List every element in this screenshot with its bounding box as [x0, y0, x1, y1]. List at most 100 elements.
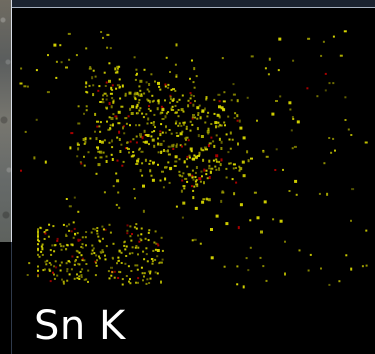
map-dot	[203, 168, 206, 172]
map-dot	[134, 78, 137, 81]
map-dot	[194, 176, 197, 179]
map-dot	[120, 251, 123, 254]
map-dot	[154, 271, 157, 274]
map-dot	[190, 150, 193, 153]
map-dot	[142, 279, 144, 282]
map-dot	[332, 137, 335, 140]
map-dot	[160, 236, 163, 239]
map-dot	[134, 197, 136, 200]
map-dot	[85, 231, 88, 233]
map-dot	[130, 239, 133, 242]
map-dot	[228, 138, 231, 141]
map-dot	[233, 192, 236, 196]
map-dot	[103, 92, 107, 95]
map-dot	[186, 165, 189, 168]
map-dot	[189, 120, 192, 123]
map-dot	[80, 274, 83, 277]
map-dot	[199, 242, 202, 245]
map-dot	[185, 125, 188, 128]
map-dot	[126, 229, 129, 232]
map-dot	[94, 130, 96, 133]
map-dot	[262, 265, 265, 268]
map-dot	[277, 69, 280, 72]
map-dot	[237, 226, 240, 230]
map-dot	[161, 118, 165, 120]
map-dot	[165, 112, 168, 115]
map-dot	[119, 271, 122, 274]
map-dot	[78, 275, 81, 278]
map-dot	[113, 276, 116, 279]
map-dot	[149, 109, 152, 112]
map-dot	[163, 149, 165, 152]
map-dot	[99, 156, 103, 159]
map-dot	[198, 177, 202, 181]
map-dot	[37, 243, 39, 246]
map-dot	[114, 71, 117, 74]
map-dot	[120, 262, 123, 264]
map-dot	[105, 155, 108, 158]
map-dot	[157, 101, 160, 105]
map-dot	[210, 167, 214, 170]
map-dot	[178, 170, 181, 173]
map-dot	[137, 234, 140, 237]
map-dot	[172, 99, 174, 102]
map-dot	[324, 89, 327, 92]
map-dot	[238, 169, 241, 172]
map-dot	[292, 118, 295, 120]
map-dot	[169, 71, 171, 73]
map-dot	[70, 132, 74, 135]
map-dot	[145, 134, 148, 136]
map-dot	[361, 265, 364, 268]
map-dot	[47, 235, 50, 238]
map-dot	[218, 105, 221, 109]
map-dot	[68, 223, 71, 226]
map-dot	[152, 121, 155, 123]
map-dot	[112, 113, 115, 116]
map-dot	[122, 126, 124, 130]
map-dot	[96, 227, 99, 229]
map-dot	[35, 69, 38, 72]
map-dot	[193, 67, 196, 71]
map-dot	[195, 166, 198, 169]
map-dot	[143, 129, 146, 133]
map-dot	[268, 57, 271, 61]
map-dot	[148, 282, 151, 284]
map-dot	[215, 154, 219, 158]
map-dot	[108, 277, 111, 280]
map-dot	[154, 248, 157, 251]
map-dot	[77, 105, 80, 108]
map-dot	[152, 161, 155, 164]
map-dot	[81, 259, 84, 262]
map-dot	[236, 119, 239, 122]
map-dot	[111, 146, 114, 149]
map-dot	[75, 249, 78, 252]
map-dot	[153, 130, 156, 133]
map-dot	[172, 148, 175, 150]
map-dot	[78, 263, 81, 266]
map-dot	[100, 140, 104, 144]
map-dot	[95, 137, 98, 141]
map-dot	[147, 239, 150, 242]
map-dot	[191, 185, 193, 188]
map-dot	[132, 151, 135, 153]
map-dot	[169, 98, 172, 100]
map-dot	[344, 119, 347, 121]
map-dot	[84, 85, 87, 88]
map-dot	[77, 262, 80, 265]
left-frame	[0, 242, 12, 354]
map-dot	[83, 142, 86, 145]
map-dot	[118, 138, 121, 141]
map-dot	[121, 84, 124, 88]
map-dot	[97, 163, 101, 167]
map-dot	[205, 173, 208, 176]
map-dot	[65, 248, 67, 251]
map-dot	[167, 83, 170, 86]
map-dot	[170, 88, 173, 91]
map-dot	[284, 240, 286, 243]
map-dot	[365, 264, 368, 267]
map-dot	[203, 181, 205, 185]
map-dot	[106, 33, 110, 36]
map-dot	[185, 138, 187, 141]
map-dot	[250, 157, 253, 160]
map-dot	[195, 75, 198, 78]
